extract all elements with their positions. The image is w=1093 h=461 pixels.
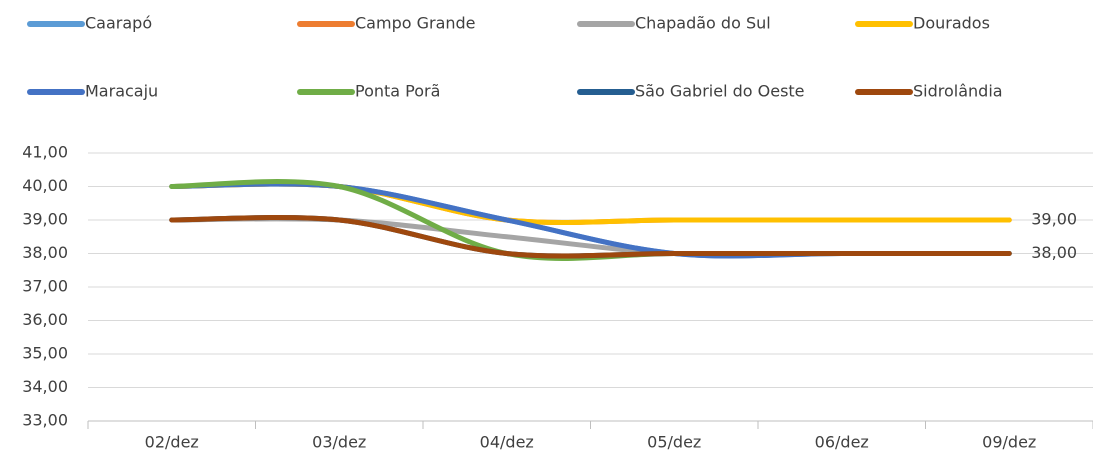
y-tick-label: 41,00 [22,143,68,162]
x-tick-label: 03/dez [312,433,366,452]
legend-label: Caarapó [85,14,152,33]
data-label: 38,00 [1031,243,1077,262]
data-label: 39,00 [1031,210,1077,229]
y-tick-label: 34,00 [22,377,68,396]
legend-label: Sidrolândia [913,82,1003,101]
legend-label: Chapadão do Sul [635,14,771,33]
y-tick-label: 33,00 [22,411,68,430]
y-tick-label: 40,00 [22,176,68,195]
legend-label: São Gabriel do Oeste [635,82,805,101]
y-tick-label: 35,00 [22,344,68,363]
y-tick-label: 37,00 [22,277,68,296]
x-tick-label: 09/dez [982,433,1036,452]
x-tick-label: 06/dez [815,433,869,452]
legend-label: Maracaju [85,82,158,101]
series-line [169,215,1012,259]
x-tick-label: 02/dez [145,433,199,452]
y-tick-label: 36,00 [22,310,68,329]
x-tick-label: 05/dez [647,433,701,452]
y-tick-label: 38,00 [22,243,68,262]
legend-label: Dourados [913,14,990,33]
x-tick-label: 04/dez [480,433,534,452]
legend-label: Ponta Porã [355,82,440,101]
y-tick-label: 39,00 [22,210,68,229]
legend-label: Campo Grande [355,14,476,33]
